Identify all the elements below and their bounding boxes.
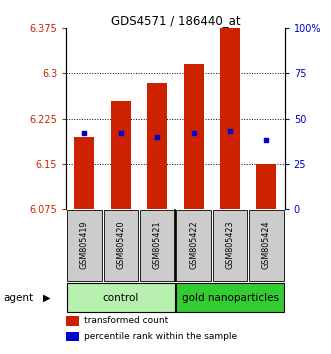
- Bar: [66, 332, 79, 341]
- FancyBboxPatch shape: [213, 210, 247, 280]
- Bar: [111, 101, 131, 209]
- Point: [155, 134, 160, 139]
- Text: control: control: [103, 293, 139, 303]
- Bar: [184, 64, 204, 209]
- Text: GSM805424: GSM805424: [262, 221, 271, 269]
- Point: [118, 130, 123, 136]
- Bar: [147, 82, 167, 209]
- Text: GSM805422: GSM805422: [189, 221, 198, 269]
- FancyBboxPatch shape: [249, 210, 284, 280]
- Bar: [66, 316, 79, 326]
- Point: [264, 137, 269, 143]
- Text: GSM805423: GSM805423: [225, 221, 235, 269]
- FancyBboxPatch shape: [67, 210, 102, 280]
- Text: GSM805421: GSM805421: [153, 221, 162, 269]
- Bar: [257, 164, 276, 209]
- Text: transformed count: transformed count: [84, 316, 168, 325]
- Title: GDS4571 / 186440_at: GDS4571 / 186440_at: [111, 14, 240, 27]
- Bar: [74, 137, 94, 209]
- Point: [191, 130, 196, 136]
- Bar: [220, 25, 240, 209]
- Text: GSM805420: GSM805420: [116, 221, 125, 269]
- FancyBboxPatch shape: [176, 210, 211, 280]
- Text: agent: agent: [3, 293, 33, 303]
- Text: ▶: ▶: [43, 293, 51, 303]
- FancyBboxPatch shape: [104, 210, 138, 280]
- FancyBboxPatch shape: [140, 210, 174, 280]
- Point: [227, 129, 233, 134]
- Point: [82, 130, 87, 136]
- Text: gold nanoparticles: gold nanoparticles: [181, 293, 279, 303]
- FancyBboxPatch shape: [67, 283, 174, 313]
- Text: GSM805419: GSM805419: [80, 221, 89, 269]
- FancyBboxPatch shape: [176, 283, 284, 313]
- Text: percentile rank within the sample: percentile rank within the sample: [84, 332, 237, 341]
